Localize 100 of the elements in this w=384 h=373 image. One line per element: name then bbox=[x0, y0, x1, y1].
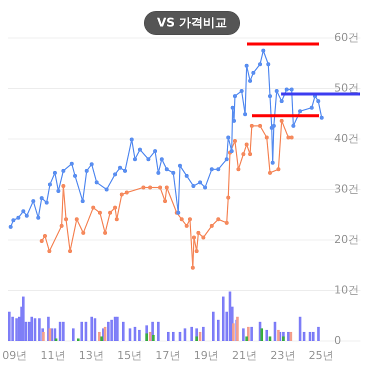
x-tick-label: 21년 bbox=[232, 349, 258, 362]
point bbox=[108, 210, 112, 215]
bar bbox=[100, 336, 103, 341]
point bbox=[64, 217, 68, 222]
bar bbox=[317, 326, 320, 341]
bar bbox=[282, 336, 285, 341]
bar bbox=[34, 318, 36, 341]
point bbox=[124, 190, 129, 195]
point bbox=[60, 224, 64, 228]
point bbox=[241, 152, 246, 156]
bar bbox=[157, 322, 160, 341]
bar bbox=[290, 332, 292, 341]
point bbox=[224, 220, 229, 225]
bar bbox=[287, 332, 290, 341]
point bbox=[244, 142, 249, 147]
bar bbox=[98, 332, 101, 341]
point bbox=[196, 230, 200, 235]
bar bbox=[148, 332, 152, 341]
bar bbox=[54, 338, 58, 341]
point bbox=[232, 139, 237, 144]
x-tick-label: 15년 bbox=[117, 349, 142, 362]
bar bbox=[42, 332, 45, 341]
bar bbox=[216, 320, 220, 341]
bar bbox=[122, 322, 125, 341]
point bbox=[264, 135, 269, 140]
point bbox=[268, 170, 272, 175]
x-tick-label: 13년 bbox=[78, 349, 104, 362]
point bbox=[250, 124, 254, 128]
point bbox=[210, 224, 214, 228]
y-tick-label: 30건 bbox=[334, 182, 360, 196]
point bbox=[164, 185, 169, 190]
bar bbox=[222, 296, 225, 341]
point bbox=[40, 239, 44, 244]
bar bbox=[76, 338, 80, 341]
point bbox=[61, 184, 66, 188]
y-tick-label: 20건 bbox=[334, 233, 360, 246]
point bbox=[47, 249, 52, 254]
point bbox=[276, 167, 280, 172]
x-tick-label: 11년 bbox=[40, 349, 66, 362]
bar bbox=[72, 328, 75, 341]
x-tick-label: 25년 bbox=[308, 349, 334, 362]
bar bbox=[94, 318, 96, 341]
bar bbox=[236, 316, 239, 341]
y-tick-label: 10건 bbox=[334, 284, 360, 297]
point bbox=[248, 152, 252, 156]
x-tick-label: 19년 bbox=[194, 349, 219, 362]
point bbox=[68, 249, 72, 254]
bar bbox=[245, 336, 248, 341]
bar bbox=[308, 332, 312, 341]
y-tick-label: 0 bbox=[334, 334, 342, 348]
point bbox=[141, 185, 146, 190]
bar bbox=[268, 336, 272, 341]
bar bbox=[298, 316, 302, 341]
point bbox=[180, 217, 184, 222]
bar bbox=[260, 328, 264, 341]
bar bbox=[8, 312, 11, 341]
x-tick-label: 17년 bbox=[155, 349, 180, 362]
point bbox=[280, 118, 284, 123]
bar bbox=[110, 320, 113, 341]
bar bbox=[172, 332, 175, 341]
x-tick-label: 23년 bbox=[270, 349, 296, 362]
y-tick-label: 60건 bbox=[334, 31, 360, 44]
point bbox=[190, 266, 195, 270]
point bbox=[74, 217, 79, 222]
bar bbox=[107, 322, 110, 341]
bar bbox=[242, 328, 245, 341]
bar bbox=[202, 326, 205, 341]
bar bbox=[195, 336, 198, 341]
bar bbox=[198, 332, 202, 341]
point bbox=[103, 230, 108, 235]
point bbox=[194, 249, 199, 254]
point bbox=[114, 217, 119, 222]
bar bbox=[167, 332, 170, 341]
bar bbox=[312, 332, 315, 341]
x-tick-label: 09년 bbox=[2, 349, 28, 362]
point bbox=[113, 206, 118, 210]
point bbox=[91, 206, 96, 210]
point bbox=[163, 199, 168, 204]
bar bbox=[90, 316, 93, 341]
point bbox=[236, 167, 240, 172]
bar bbox=[134, 326, 136, 341]
point bbox=[258, 124, 262, 128]
bar bbox=[152, 334, 155, 341]
bar bbox=[274, 322, 276, 341]
bar bbox=[62, 322, 65, 341]
point bbox=[184, 224, 189, 228]
point bbox=[201, 235, 206, 240]
y-tick-label: 40건 bbox=[334, 132, 360, 146]
point bbox=[192, 235, 196, 240]
bar bbox=[145, 333, 148, 341]
button: VS 가격비교 bbox=[144, 11, 240, 35]
bar bbox=[116, 316, 119, 341]
bar bbox=[22, 296, 25, 341]
point bbox=[98, 210, 102, 215]
point bbox=[148, 185, 152, 190]
point bbox=[42, 234, 47, 238]
bar bbox=[250, 326, 253, 341]
point bbox=[158, 185, 162, 190]
point bbox=[81, 230, 86, 235]
point bbox=[216, 217, 220, 222]
